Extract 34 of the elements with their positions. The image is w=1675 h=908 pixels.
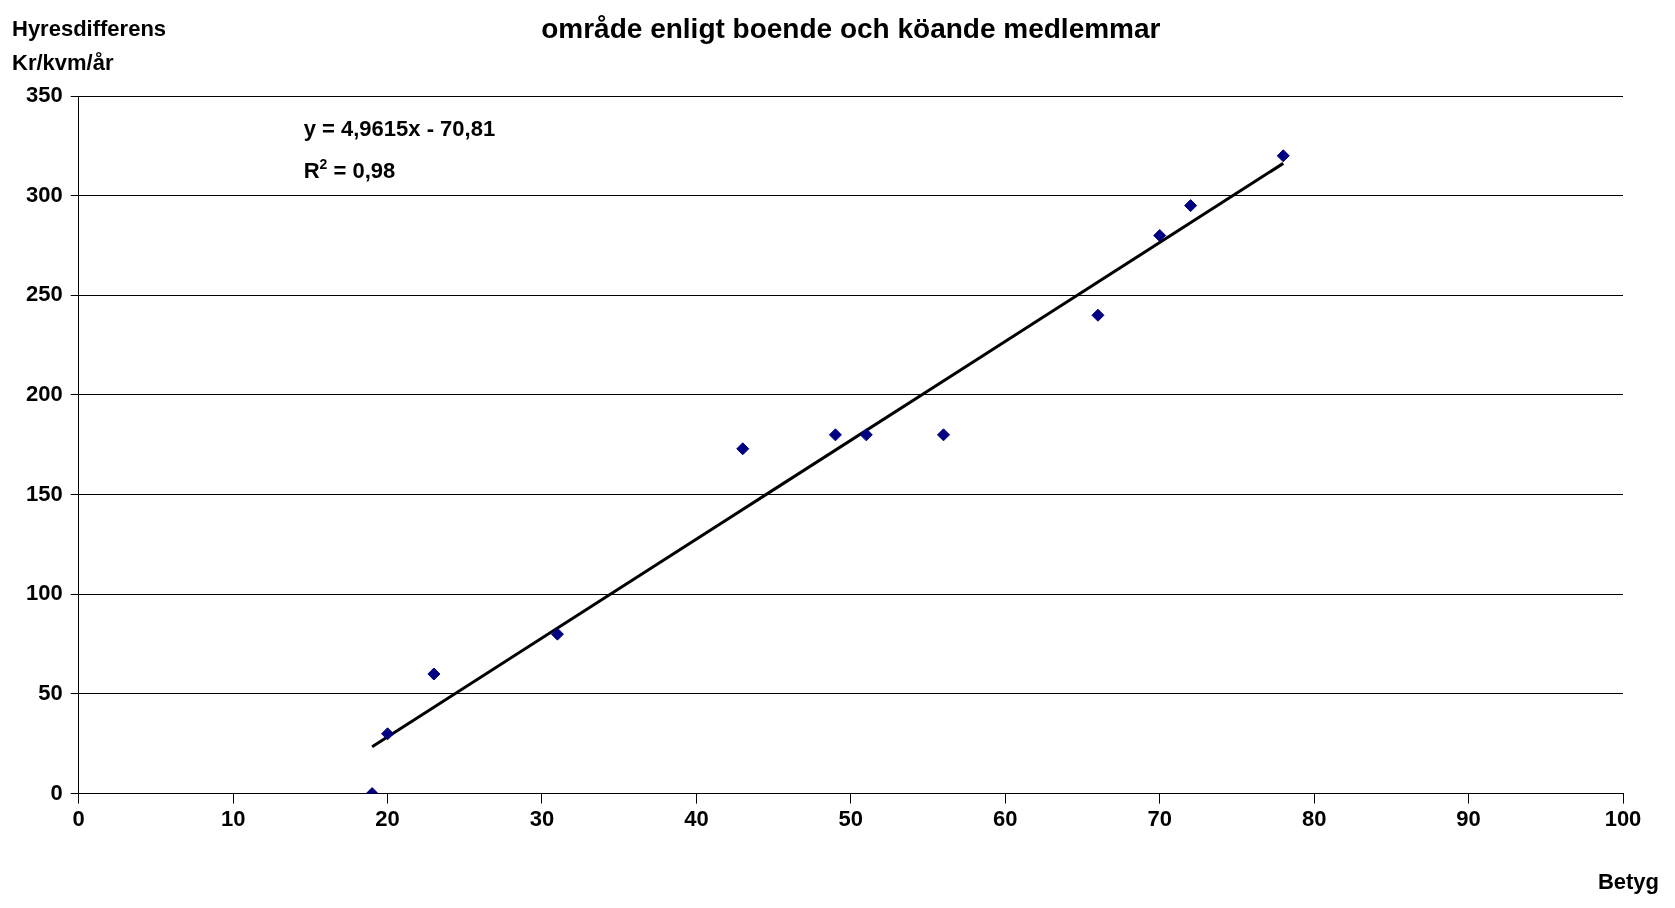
x-tick-label: 90 [1456, 805, 1481, 831]
point [1184, 199, 1198, 213]
x-tick-label: 0 [72, 805, 85, 831]
y-tick-label: 200 [25, 381, 63, 407]
point [381, 727, 395, 741]
y-tick-label: 350 [25, 82, 63, 108]
y-tick-label: 100 [25, 580, 63, 606]
point [1091, 308, 1105, 322]
x-tick-label: 60 [993, 805, 1018, 831]
x-tick-label: 10 [220, 805, 246, 831]
x-tick-label: 50 [838, 805, 864, 831]
x-axis-title: Betyg [1597, 868, 1659, 894]
chart-title: område enligt boende och köande medlemmar [541, 13, 1161, 44]
x-tick-label: 100 [1604, 805, 1642, 831]
point [937, 428, 951, 442]
x-tick-label: 20 [375, 805, 400, 831]
point [1153, 229, 1167, 243]
y-tick-label: 300 [25, 181, 63, 207]
point [427, 667, 441, 681]
point [550, 627, 564, 641]
point [736, 442, 750, 456]
x-tick-label: 70 [1147, 805, 1172, 831]
y-tick-label: 50 [38, 680, 63, 706]
y-tick-label: 0 [50, 779, 63, 805]
annotation: y = 4,9615x - 70,81 [303, 116, 496, 141]
x-tick-label: 30 [529, 805, 555, 831]
x-tick-label: 80 [1301, 805, 1327, 831]
y-axis-title: Hyresdifferens Kr/kvm/år [12, 16, 167, 75]
point [859, 428, 873, 442]
y-tick-label: 150 [25, 480, 63, 506]
point [1276, 149, 1290, 163]
x-tick-label: 40 [684, 805, 709, 831]
point [828, 428, 842, 442]
y-tick-label: 250 [25, 281, 63, 307]
